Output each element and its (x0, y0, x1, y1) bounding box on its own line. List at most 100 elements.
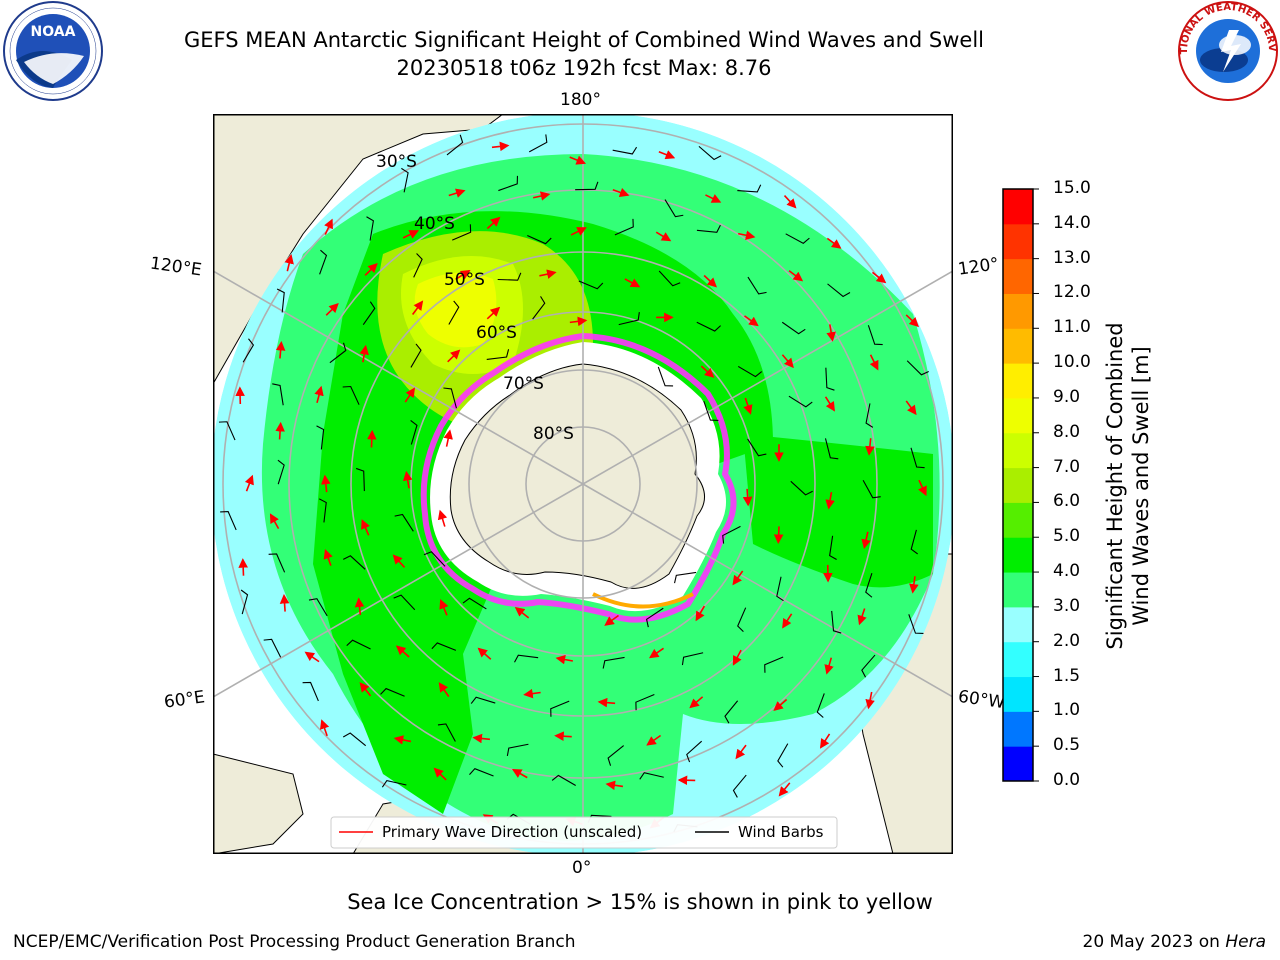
wind-barb (506, 743, 529, 757)
colorbar-segment (1003, 467, 1033, 503)
wind-barb (380, 687, 405, 697)
colorbar-label-line-2: Wind Waves and Swell [m] (1129, 346, 1153, 626)
wave-direction-arrow (491, 141, 510, 152)
colorbar-segment (1003, 293, 1033, 329)
wind-barb (532, 296, 546, 320)
wave-direction-arrow (824, 396, 835, 412)
colorbar-segment (1003, 711, 1033, 747)
wave-direction-arrow (857, 608, 867, 626)
wind-barb (737, 184, 762, 193)
wind-barb (308, 598, 328, 617)
wave-direction-arrow (826, 237, 842, 249)
colorbar-segment (1003, 606, 1033, 643)
wind-barb (825, 367, 835, 391)
wind-barb (220, 511, 237, 531)
wind-barb (724, 700, 739, 724)
wave-direction-arrow (700, 365, 715, 378)
colorbar-tick-label: 4.0 (1053, 561, 1081, 582)
wind-barb (302, 681, 319, 702)
wave-direction-arrow (361, 519, 370, 536)
wind-barb (658, 270, 681, 287)
wave-direction-arrow (703, 274, 717, 288)
footer-producer: NCEP/EMC/Verification Post Processing Pr… (13, 932, 576, 952)
wave-direction-arrow (735, 744, 747, 760)
wind-barb (681, 652, 704, 666)
lon-label-60w: 60°W (956, 686, 1007, 714)
wind-barb (443, 387, 457, 409)
wave-direction-arrow (783, 195, 797, 209)
colorbar (1002, 188, 1039, 782)
wave-direction-arrow (437, 509, 448, 527)
wind-barb (824, 438, 839, 460)
wind-barb (423, 551, 446, 567)
wave-direction-arrow (354, 597, 365, 615)
wind-barb (437, 723, 456, 742)
colorbar-segment (1003, 223, 1033, 260)
title-line-1: GEFS MEAN Antarctic Significant Height o… (183, 28, 985, 52)
wind-barb (698, 145, 722, 161)
colorbar-tick-label: 3.0 (1053, 595, 1081, 616)
wave-direction-arrow (439, 599, 449, 616)
wave-direction-arrow (304, 651, 320, 663)
wind-barb (664, 199, 684, 218)
map-legend: Primary Wave Direction (unscaled) Wind B… (330, 816, 838, 849)
wave-direction-arrow (655, 231, 672, 242)
wave-direction-arrow (824, 657, 834, 675)
wind-barb (446, 134, 464, 156)
wind-barb (318, 498, 327, 523)
colorbar-segment (1003, 397, 1033, 434)
wind-barb (703, 401, 719, 421)
svg-text:NOAA: NOAA (31, 24, 76, 40)
wind-barb (410, 343, 422, 368)
wave-direction-arrow (514, 606, 530, 619)
wave-direction-arrow (705, 194, 722, 203)
wave-direction-arrow (555, 654, 574, 665)
wave-direction-arrow (275, 340, 286, 359)
wave-direction-arrow (788, 270, 804, 282)
colorbar-segment (1003, 432, 1033, 469)
polar-map: Primary Wave Direction (unscaled) Wind B… (213, 114, 953, 854)
wind-barb (732, 774, 747, 798)
lat-label-70s: 70°S (503, 374, 544, 394)
map-border (213, 114, 953, 854)
wind-barb (498, 175, 519, 192)
colorbar-tick-label: 1.0 (1053, 700, 1081, 721)
colorbar-segment (1003, 502, 1033, 538)
footer-date-text: 20 May 2023 on (1082, 932, 1226, 952)
wave-direction-arrow (742, 488, 753, 507)
wind-barb (635, 693, 655, 711)
wind-barb (862, 479, 881, 499)
wind-barb (906, 360, 929, 376)
lat-label-80s: 80°S (533, 424, 574, 444)
wave-direction-arrow (392, 554, 406, 568)
wind-barb (645, 607, 664, 628)
wind-barb (276, 288, 285, 313)
wave-direction-arrow (869, 354, 879, 371)
wind-barb (452, 224, 472, 241)
chart-title: GEFS MEAN Antarctic Significant Height o… (84, 26, 1084, 82)
wind-barb (764, 656, 784, 673)
colorbar-tick-label: 1.5 (1053, 665, 1081, 686)
wind-barb (747, 438, 767, 457)
colorbar-segment (1003, 189, 1033, 225)
wave-direction-arrow (359, 682, 372, 697)
lon-label-180: 180° (560, 90, 601, 110)
wind-barb (865, 572, 873, 598)
wind-barb (355, 467, 365, 492)
wave-direction-arrow (393, 735, 412, 745)
wave-direction-arrow (523, 688, 541, 699)
wave-direction-arrow (402, 470, 413, 489)
wave-direction-arrow (321, 474, 331, 493)
wind-barb (343, 555, 366, 570)
wave-direction-arrow (605, 780, 624, 791)
wind-barb (910, 447, 925, 469)
wave-direction-arrow (325, 302, 339, 316)
legend-barb-label: Wind Barbs (738, 823, 824, 841)
wave-direction-arrow (744, 315, 759, 327)
wind-barb (829, 535, 837, 561)
wind-barb (263, 638, 282, 658)
wind-barb (329, 342, 347, 364)
wave-direction-arrow (367, 429, 377, 448)
wave-direction-arrow (395, 645, 410, 658)
wind-barb (602, 656, 625, 669)
